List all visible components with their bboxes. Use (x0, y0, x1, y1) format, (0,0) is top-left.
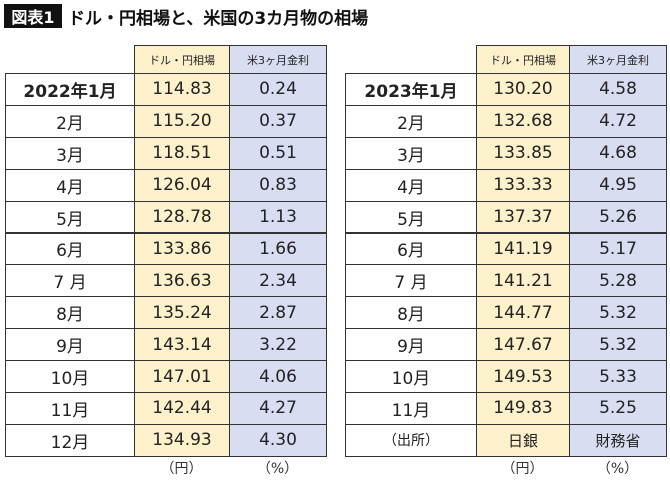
row-label: 2023年1月 (345, 73, 477, 106)
unit-label: （円） (160, 461, 203, 477)
row-label: 8月 (345, 296, 477, 330)
table-cell: 141.21 (476, 264, 570, 298)
table-cell: 130.20 (476, 73, 570, 106)
table-cell: 4.06 (229, 360, 327, 393)
table-cell: 5.25 (569, 392, 667, 425)
table-cell: 4.58 (569, 73, 667, 106)
table-cell: 0.37 (229, 104, 327, 138)
row-label: 11月 (5, 392, 135, 425)
table-cell: 4.68 (569, 136, 667, 170)
row-label: 6月 (345, 232, 477, 266)
table-cell: 136.63 (134, 264, 230, 298)
row-label: 2月 (345, 104, 477, 138)
table-cell: 144.77 (476, 296, 570, 330)
table-cell: 133.85 (476, 136, 570, 170)
row-label: 5月 (345, 200, 477, 234)
table-cell: 4.30 (229, 423, 327, 457)
table-cell: 5.17 (569, 232, 667, 266)
table-cell: 133.33 (476, 168, 570, 202)
table-cell: 147.67 (476, 328, 570, 362)
table-cell: 137.37 (476, 200, 570, 234)
column-header: 米3ヶ月金利 (229, 45, 327, 74)
row-label: 8月 (5, 296, 135, 330)
column-header: ドル・円相場 (134, 45, 230, 74)
table-cell: 149.83 (476, 392, 570, 425)
row-label: 3月 (345, 136, 477, 170)
unit-label: （円） (501, 461, 544, 477)
table-cell: 141.19 (476, 232, 570, 266)
row-label: 6月 (5, 232, 135, 266)
row-label: 10月 (345, 360, 477, 393)
table-cell: 日銀 (476, 423, 570, 457)
table-cell: 4.95 (569, 168, 667, 202)
table-cell: 126.04 (134, 168, 230, 202)
table-cell: 143.14 (134, 328, 230, 362)
row-label: 9月 (345, 328, 477, 362)
figure-title: ドル・円相場と、米国の3カ月物の相場 (68, 8, 369, 29)
table-cell: 118.51 (134, 136, 230, 170)
table-cell: 2.87 (229, 296, 327, 330)
table-cell: 2.34 (229, 264, 327, 298)
table-cell: 135.24 (134, 296, 230, 330)
table-cell: 5.32 (569, 328, 667, 362)
table-cell: 4.27 (229, 392, 327, 425)
table-cell: 1.66 (229, 232, 327, 266)
table-cell: 4.72 (569, 104, 667, 138)
table-cell: 149.53 (476, 360, 570, 393)
row-label: 2022年1月 (5, 73, 135, 106)
table-cell: 114.83 (134, 73, 230, 106)
table-cell: 3.22 (229, 328, 327, 362)
table-cell: 財務省 (569, 423, 667, 457)
table-cell: 5.28 (569, 264, 667, 298)
table-cell: 147.01 (134, 360, 230, 393)
column-header: ドル・円相場 (476, 45, 570, 74)
table-cell: 115.20 (134, 104, 230, 138)
table-cell: 5.33 (569, 360, 667, 393)
figure-label: 図表1 (4, 4, 62, 28)
row-label: 3月 (5, 136, 135, 170)
table-cell: 133.86 (134, 232, 230, 266)
unit-label: （%） (256, 461, 299, 477)
table-cell: 128.78 (134, 200, 230, 234)
row-label: 11月 (345, 392, 477, 425)
row-label: 7 月 (345, 264, 477, 298)
table-cell: 5.26 (569, 200, 667, 234)
table-cell: 134.93 (134, 423, 230, 457)
table-cell: 0.24 (229, 73, 327, 106)
table-cell: 142.44 (134, 392, 230, 425)
row-label: 4月 (345, 168, 477, 202)
row-label: 2月 (5, 104, 135, 138)
table-cell: 132.68 (476, 104, 570, 138)
row-label: 7 月 (5, 264, 135, 298)
table-cell: 1.13 (229, 200, 327, 234)
table-cell: 0.83 (229, 168, 327, 202)
unit-label: （%） (596, 461, 639, 477)
row-label: （出所） (345, 423, 477, 457)
table-cell: 0.51 (229, 136, 327, 170)
row-label: 12月 (5, 423, 135, 457)
row-label: 5月 (5, 200, 135, 234)
table-cell: 5.32 (569, 296, 667, 330)
row-label: 10月 (5, 360, 135, 393)
column-header: 米3ヶ月金利 (569, 45, 667, 74)
row-label: 4月 (5, 168, 135, 202)
row-label: 9月 (5, 328, 135, 362)
